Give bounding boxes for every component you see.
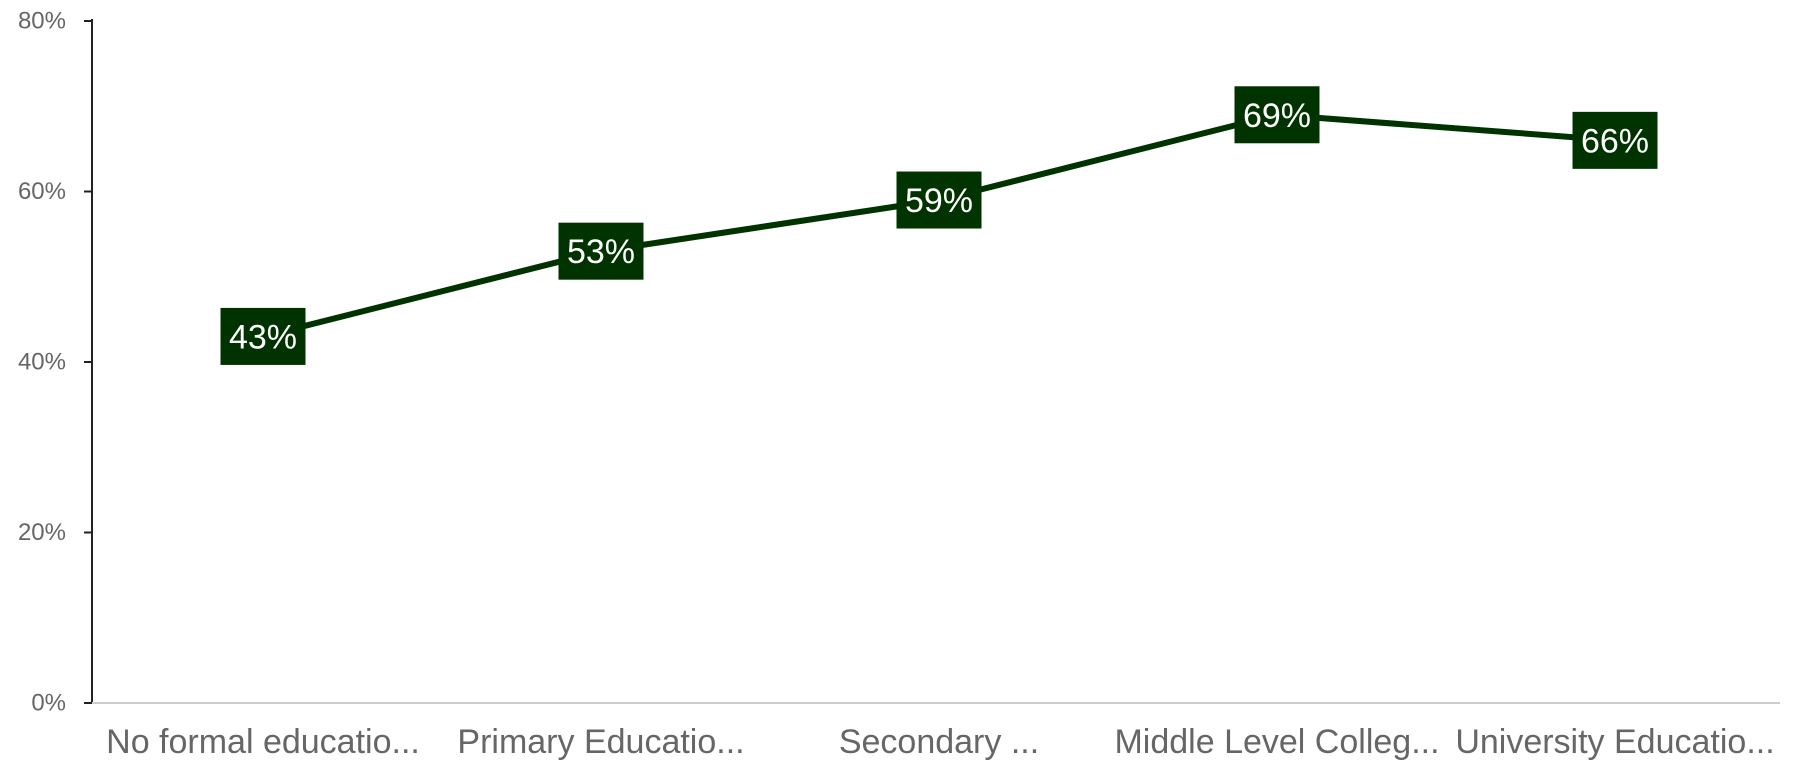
- data-label-box: [1234, 86, 1320, 144]
- x-axis: No formal educatio... Primary Educatio...…: [92, 702, 1780, 761]
- data-label-box: [896, 171, 982, 229]
- y-tick-label: 60%: [18, 178, 66, 205]
- data-labels: 43% 53% 59% 69% 66%: [220, 86, 1658, 365]
- y-tick-label: 0%: [31, 690, 66, 717]
- data-label-text: 43%: [229, 318, 297, 356]
- data-label-text: 66%: [1581, 122, 1649, 160]
- x-category-label: University Educatio...: [1455, 723, 1774, 761]
- data-label-box: [220, 307, 306, 365]
- data-label-box: [1572, 111, 1658, 169]
- data-label-text: 53%: [567, 233, 635, 271]
- x-category-label: No formal educatio...: [106, 723, 420, 761]
- y-tick-label: 20%: [18, 519, 66, 546]
- data-label-text: 69%: [1243, 97, 1311, 135]
- x-category-label: Primary Educatio...: [457, 723, 744, 761]
- data-label-box: [558, 222, 644, 280]
- data-label: 59%: [896, 171, 982, 229]
- data-label: 43%: [220, 307, 306, 365]
- x-category-label: Secondary ...: [839, 723, 1039, 761]
- y-tick-label: 40%: [18, 349, 66, 376]
- y-axis: 0% 20% 40% 60% 80%: [18, 8, 93, 717]
- y-tick-label: 80%: [18, 8, 66, 35]
- data-label: 66%: [1572, 111, 1658, 169]
- data-label-text: 59%: [905, 182, 973, 220]
- data-label: 53%: [558, 222, 644, 280]
- data-label: 69%: [1234, 86, 1320, 144]
- x-category-label: Middle Level Colleg...: [1114, 723, 1439, 761]
